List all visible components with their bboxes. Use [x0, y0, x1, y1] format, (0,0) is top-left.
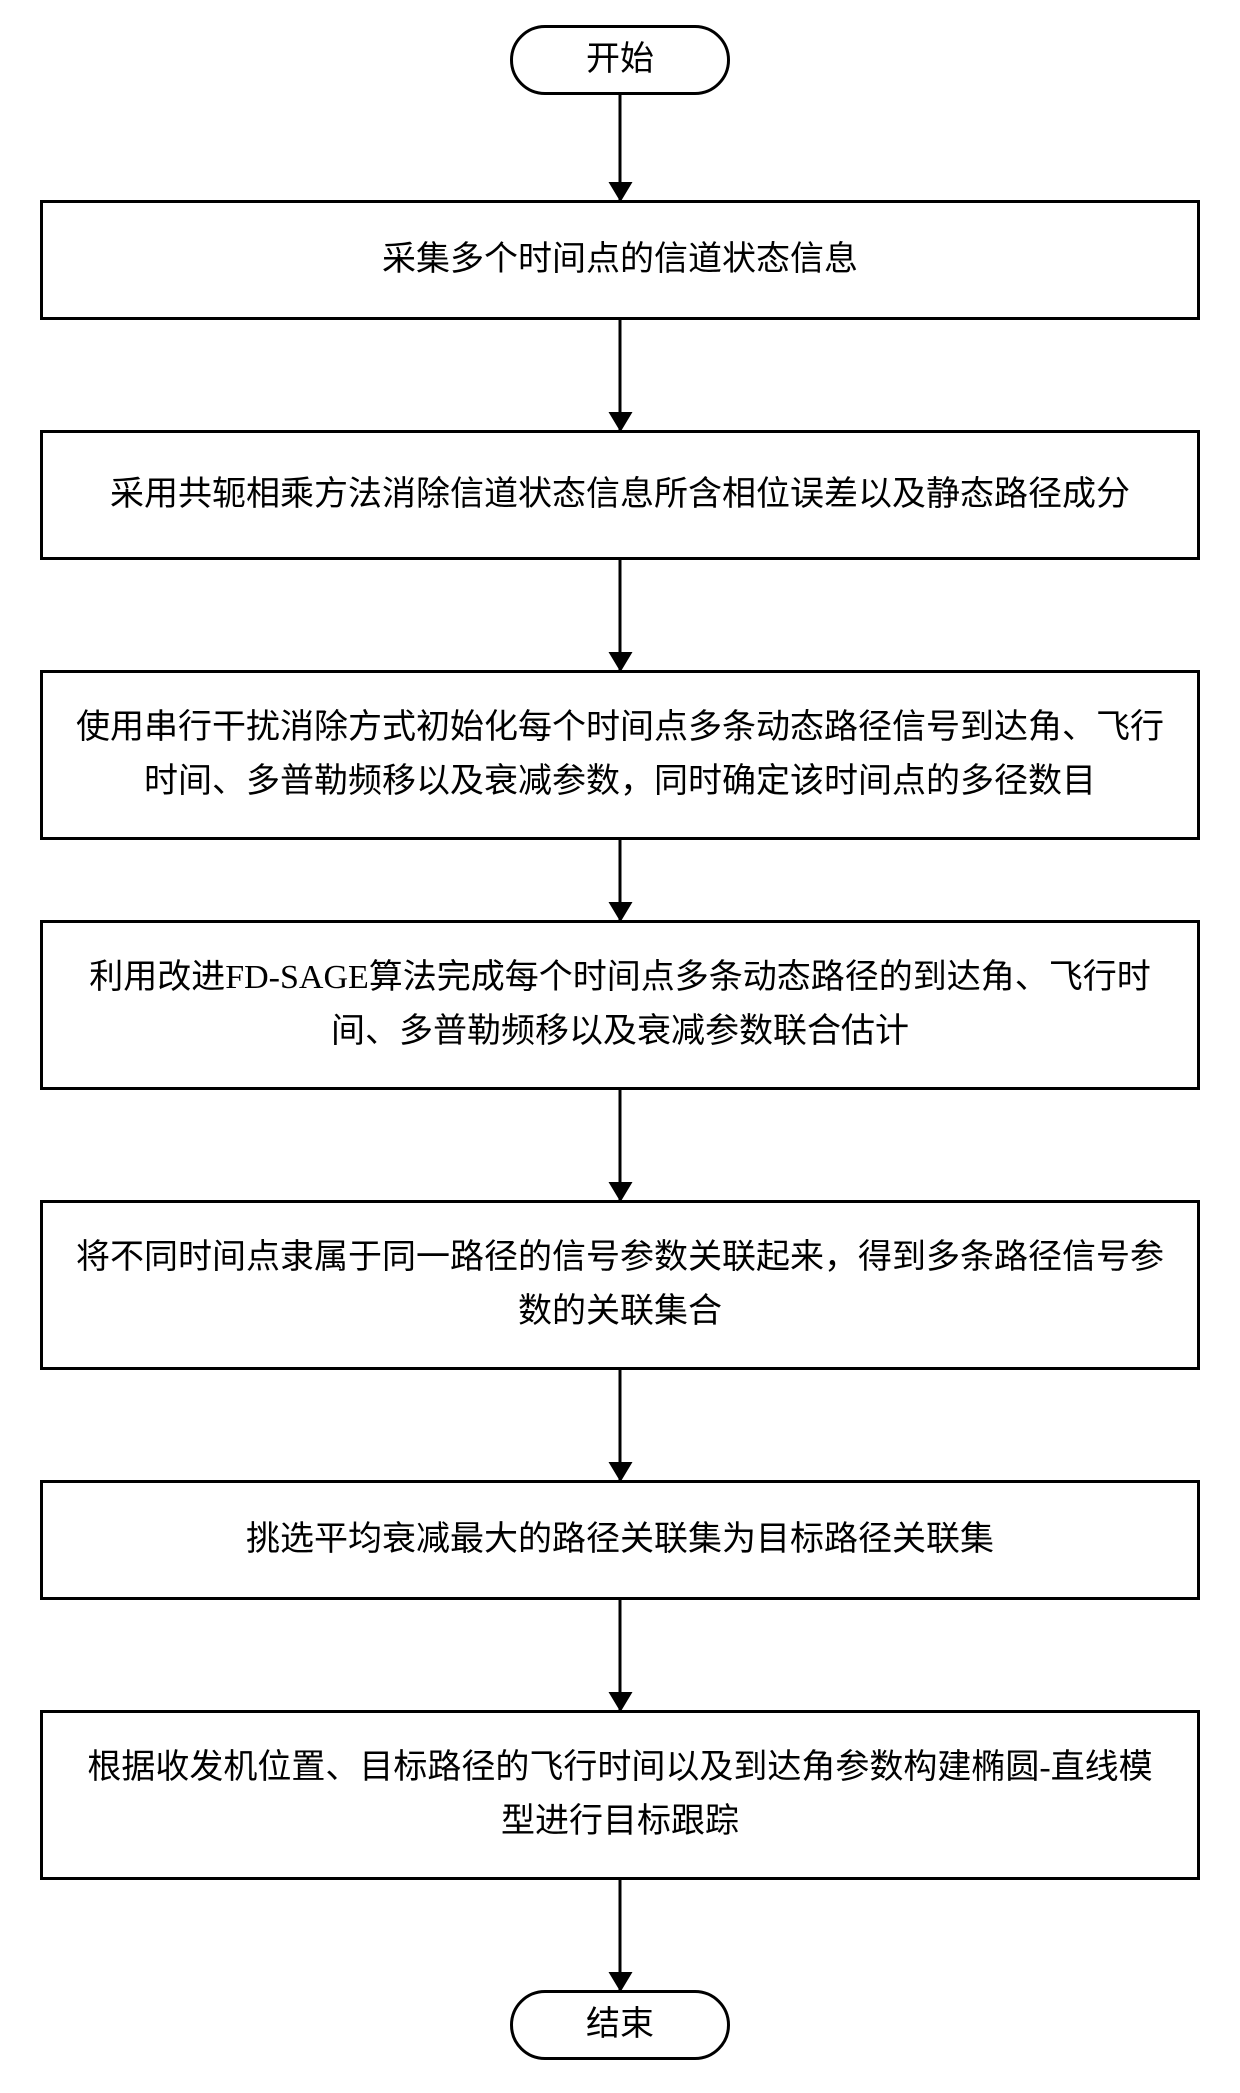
arrow-2 [619, 560, 622, 670]
arrow-0 [619, 95, 622, 200]
step1-label: 采集多个时间点的信道状态信息 [382, 233, 858, 287]
step2-label: 采用共轭相乘方法消除信道状态信息所含相位误差以及静态路径成分 [110, 468, 1130, 522]
step2-box: 采用共轭相乘方法消除信道状态信息所含相位误差以及静态路径成分 [40, 430, 1200, 560]
step7-label: 根据收发机位置、目标路径的飞行时间以及到达角参数构建椭圆-直线模型进行目标跟踪 [73, 1741, 1167, 1850]
step6-label: 挑选平均衰减最大的路径关联集为目标路径关联集 [246, 1513, 994, 1567]
end-label: 结束 [586, 1998, 654, 2052]
flowchart-container: 开始 采集多个时间点的信道状态信息 采用共轭相乘方法消除信道状态信息所含相位误差… [0, 0, 1240, 2093]
start-label: 开始 [586, 33, 654, 87]
start-terminator: 开始 [510, 25, 730, 95]
step5-label: 将不同时间点隶属于同一路径的信号参数关联起来，得到多条路径信号参数的关联集合 [73, 1231, 1167, 1340]
arrow-4 [619, 1090, 622, 1200]
step5-box: 将不同时间点隶属于同一路径的信号参数关联起来，得到多条路径信号参数的关联集合 [40, 1200, 1200, 1370]
step4-box: 利用改进FD-SAGE算法完成每个时间点多条动态路径的到达角、飞行时间、多普勒频… [40, 920, 1200, 1090]
arrow-5 [619, 1370, 622, 1480]
step4-label: 利用改进FD-SAGE算法完成每个时间点多条动态路径的到达角、飞行时间、多普勒频… [73, 951, 1167, 1060]
step1-box: 采集多个时间点的信道状态信息 [40, 200, 1200, 320]
step3-label: 使用串行干扰消除方式初始化每个时间点多条动态路径信号到达角、飞行时间、多普勒频移… [73, 701, 1167, 810]
step6-box: 挑选平均衰减最大的路径关联集为目标路径关联集 [40, 1480, 1200, 1600]
arrow-1 [619, 320, 622, 430]
arrow-3 [619, 840, 622, 920]
step3-box: 使用串行干扰消除方式初始化每个时间点多条动态路径信号到达角、飞行时间、多普勒频移… [40, 670, 1200, 840]
step7-box: 根据收发机位置、目标路径的飞行时间以及到达角参数构建椭圆-直线模型进行目标跟踪 [40, 1710, 1200, 1880]
arrow-7 [619, 1880, 622, 1990]
end-terminator: 结束 [510, 1990, 730, 2060]
arrow-6 [619, 1600, 622, 1710]
